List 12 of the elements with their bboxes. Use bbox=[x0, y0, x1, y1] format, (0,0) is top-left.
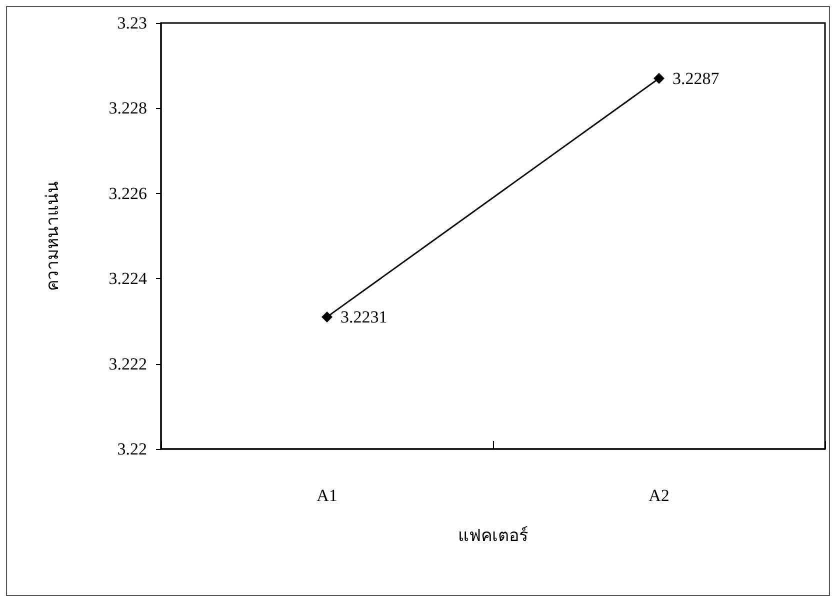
y-tick-label: 3.226 bbox=[108, 184, 147, 203]
y-tick-label: 3.228 bbox=[108, 98, 147, 118]
x-tick-label: A2 bbox=[648, 486, 670, 505]
y-tick-label: 3.23 bbox=[117, 14, 147, 32]
y-tick-label: 3.222 bbox=[108, 354, 147, 374]
x-tick-label: A1 bbox=[316, 486, 338, 505]
x-axis-title: แฟคเตอร์ bbox=[458, 526, 528, 545]
y-tick-label: 3.224 bbox=[108, 269, 148, 288]
y-tick-label: 3.22 bbox=[117, 440, 147, 458]
y-axis-title: ความหนาแน่น bbox=[43, 181, 62, 291]
data-label: 3.2287 bbox=[672, 68, 720, 88]
data-label: 3.2231 bbox=[340, 307, 388, 326]
